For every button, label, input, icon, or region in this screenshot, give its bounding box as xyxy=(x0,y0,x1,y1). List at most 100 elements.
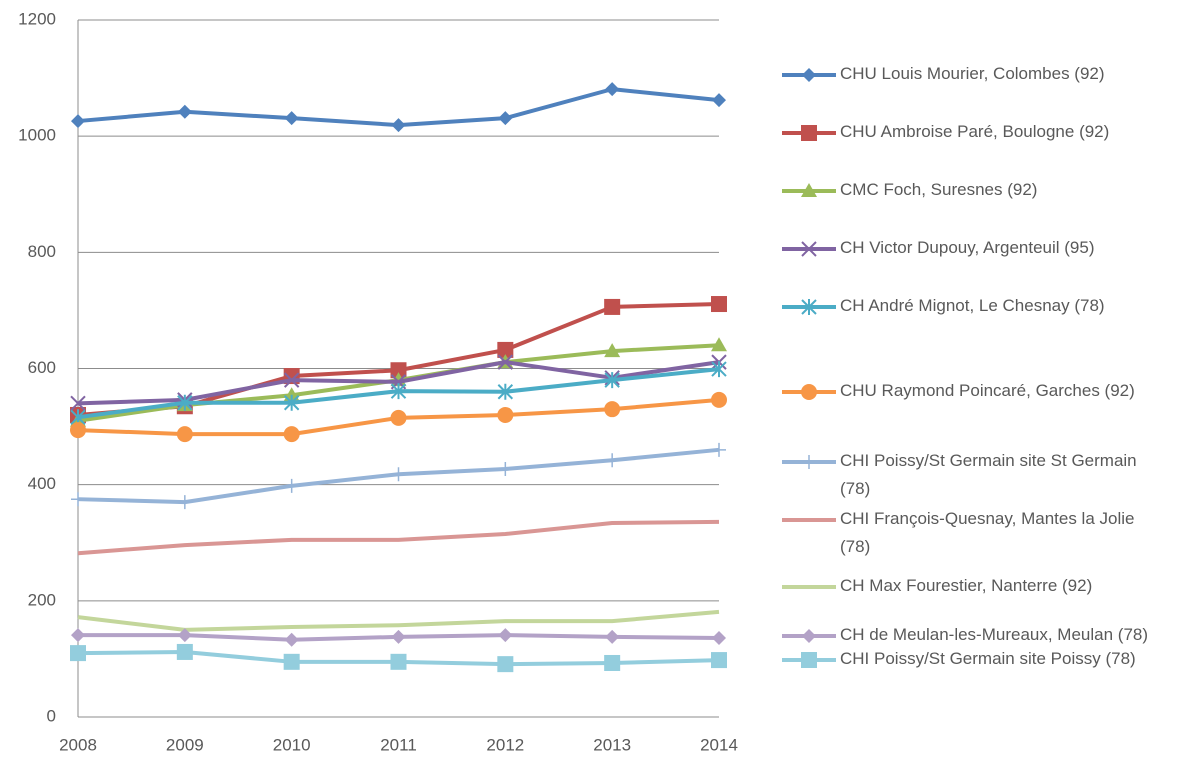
marker xyxy=(801,652,817,668)
legend-entry: CH de Meulan-les-Mureaux, Meulan (78) xyxy=(782,625,1148,644)
marker xyxy=(283,394,300,411)
line xyxy=(77,609,720,632)
marker xyxy=(711,361,727,378)
marker xyxy=(711,391,727,408)
series xyxy=(70,643,727,673)
marker xyxy=(284,478,299,493)
marker xyxy=(390,409,407,426)
marker xyxy=(801,125,817,141)
legend-label: CH de Meulan-les-Mureaux, Meulan (78) xyxy=(840,625,1148,644)
legend-label: CHU Louis Mourier, Colombes (92) xyxy=(840,64,1105,83)
legend-entry: CHI François-Quesnay, Mantes la Jolie (78… xyxy=(782,509,1134,556)
marker xyxy=(497,656,514,673)
legend-entry: CHI Poissy/St Germain site St Germain (78… xyxy=(782,451,1137,498)
legend-label: CHI François-Quesnay, Mantes la Jolie (78… xyxy=(840,509,1134,556)
y-tick-label: 1000 xyxy=(18,126,56,145)
marker xyxy=(283,426,300,443)
marker xyxy=(711,652,727,669)
legend-label: CMC Foch, Suresnes (92) xyxy=(840,180,1037,199)
legend-entry: CHU Ambroise Paré, Boulogne (92) xyxy=(782,122,1109,141)
marker xyxy=(497,341,514,358)
marker xyxy=(604,654,621,671)
marker xyxy=(801,183,817,197)
marker xyxy=(498,461,513,476)
marker xyxy=(177,104,192,119)
x-tick-label: 2008 xyxy=(59,735,97,754)
legend-entry: CHU Louis Mourier, Colombes (92) xyxy=(782,64,1105,83)
marker xyxy=(498,628,513,643)
legend-label: CHI Poissy/St Germain site St Germain (78… xyxy=(840,451,1137,498)
marker xyxy=(497,383,514,400)
series xyxy=(71,442,726,510)
x-tick-label: 2009 xyxy=(166,735,204,754)
marker xyxy=(711,296,727,313)
series xyxy=(77,519,720,556)
marker xyxy=(604,372,620,389)
series xyxy=(70,361,727,426)
marker xyxy=(497,354,514,370)
marker xyxy=(498,111,513,126)
marker xyxy=(390,362,407,379)
marker xyxy=(801,384,817,400)
marker xyxy=(390,383,407,400)
legend-entry: CHI Poissy/St Germain site Poissy (78) xyxy=(782,649,1136,668)
marker xyxy=(70,645,86,662)
legend-entry: CH André Mignot, Le Chesnay (78) xyxy=(782,296,1105,315)
marker xyxy=(283,372,300,388)
marker xyxy=(71,492,85,507)
series xyxy=(70,391,727,443)
marker xyxy=(604,298,621,315)
legend-label: CH André Mignot, Le Chesnay (78) xyxy=(840,296,1105,315)
legend-entry: CHU Raymond Poincaré, Garches (92) xyxy=(782,381,1135,400)
marker xyxy=(177,628,192,643)
series xyxy=(71,628,726,647)
marker xyxy=(283,653,300,670)
marker xyxy=(177,495,192,510)
marker xyxy=(802,68,816,82)
series xyxy=(77,609,720,632)
legend-label: CH Victor Dupouy, Argenteuil (95) xyxy=(840,238,1095,257)
marker xyxy=(605,453,620,468)
y-tick-label: 200 xyxy=(28,590,56,609)
marker xyxy=(284,632,299,647)
marker xyxy=(801,299,817,315)
marker xyxy=(497,406,514,423)
marker xyxy=(71,114,85,129)
marker xyxy=(391,629,406,644)
marker xyxy=(605,82,620,97)
marker xyxy=(604,343,621,358)
marker xyxy=(177,394,193,411)
marker xyxy=(284,111,299,126)
marker xyxy=(391,118,406,133)
y-tick-label: 400 xyxy=(28,474,56,493)
y-tick-label: 800 xyxy=(28,242,56,261)
legend-label: CH Max Fourestier, Nanterre (92) xyxy=(840,576,1092,595)
y-tick-label: 1200 xyxy=(18,9,56,28)
marker xyxy=(70,422,86,439)
marker xyxy=(390,653,407,670)
x-tick-label: 2010 xyxy=(273,735,311,754)
marker xyxy=(176,643,193,660)
y-tick-label: 600 xyxy=(28,358,56,377)
x-tick-label: 2013 xyxy=(593,735,631,754)
marker xyxy=(70,395,86,412)
x-tick-label: 2014 xyxy=(700,735,738,754)
marker xyxy=(802,455,816,469)
x-tick-label: 2012 xyxy=(486,735,524,754)
legend-label: CHU Ambroise Paré, Boulogne (92) xyxy=(840,122,1109,141)
marker xyxy=(605,629,620,644)
legend-entry: CMC Foch, Suresnes (92) xyxy=(782,180,1037,199)
marker xyxy=(802,629,816,643)
legend-entry: CH Max Fourestier, Nanterre (92) xyxy=(782,576,1092,595)
legend-label: CHU Raymond Poincaré, Garches (92) xyxy=(840,381,1135,400)
marker xyxy=(391,467,406,482)
y-tick-label: 0 xyxy=(47,706,56,725)
marker xyxy=(712,442,726,457)
marker xyxy=(176,426,193,443)
marker xyxy=(711,337,727,352)
marker xyxy=(712,93,726,108)
marker xyxy=(71,628,85,643)
x-tick-label: 2011 xyxy=(380,735,417,754)
marker xyxy=(604,401,621,418)
